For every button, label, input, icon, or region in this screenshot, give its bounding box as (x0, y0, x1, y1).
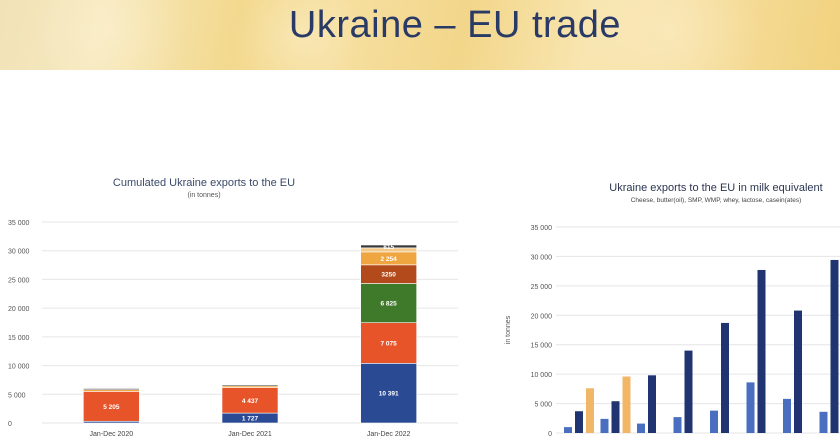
y-tick-label: 15 000 (8, 335, 30, 342)
bar (830, 259, 839, 433)
y-tick-label: 35 000 (8, 220, 30, 227)
chart-title: Ukraine exports to the EU in milk equiva… (609, 182, 822, 194)
x-tick-label: Jan-Dec 2021 (228, 431, 272, 438)
y-tick-label: 10 000 (8, 364, 30, 371)
data-label: 2 254 (381, 256, 398, 263)
y-tick-label: 0 (8, 421, 12, 428)
bar (637, 423, 645, 433)
y-tick-label: 25 000 (531, 284, 553, 291)
bar-segment (360, 283, 417, 323)
y-tick-label: 10 000 (531, 372, 553, 379)
data-label: 4 437 (242, 398, 259, 405)
data-label: 1 727 (242, 416, 259, 423)
bar (746, 382, 755, 433)
bar (648, 375, 656, 433)
data-label: 6 825 (381, 301, 398, 308)
y-tick-label: 15 000 (531, 343, 553, 350)
bar-segment (360, 363, 417, 424)
bar-segment (221, 387, 279, 414)
chart-subtitle: (in tonnes) (187, 192, 220, 199)
bar (783, 398, 791, 433)
bar-segment (83, 388, 140, 390)
bar (673, 417, 682, 433)
y-tick-label: 30 000 (8, 249, 30, 256)
data-label: 3250 (381, 272, 396, 279)
bar (622, 376, 631, 433)
data-label: 815 (383, 244, 394, 251)
bar (721, 322, 729, 433)
chart-subtitle: Cheese, butter(oil), SMP, WMP, whey, lac… (631, 197, 802, 204)
bar (600, 418, 609, 433)
header-banner: Ukraine – EU trade (0, 0, 840, 70)
y-tick-label: 20 000 (531, 313, 553, 320)
x-tick-label: Jan-Dec 2020 (90, 431, 134, 438)
bar-segment (360, 322, 417, 364)
page-title: Ukraine – EU trade (288, 4, 622, 46)
y-tick-label: 25 000 (8, 277, 30, 284)
y-tick-label: 30 000 (531, 254, 553, 261)
bar-segment (221, 384, 279, 387)
data-label: 10 391 (379, 391, 399, 398)
bar (684, 350, 693, 433)
y-axis-label: in tonnes (505, 315, 512, 344)
x-tick-label: Jan-Dec 2022 (367, 431, 411, 438)
milk-equivalent-chart: Ukraine exports to the EU in milk equiva… (505, 182, 840, 438)
chart-title: Cumulated Ukraine exports to the EU (113, 177, 295, 189)
bar (564, 427, 572, 433)
bar (794, 310, 802, 433)
bar (611, 401, 620, 433)
data-label: 7 075 (381, 341, 398, 348)
cumulated-exports-chart: Cumulated Ukraine exports to the EU (in t… (8, 177, 458, 438)
data-label: 5 205 (103, 404, 120, 411)
bar (819, 411, 828, 433)
bar (575, 411, 583, 433)
bar (586, 388, 594, 433)
y-tick-label: 35 000 (531, 225, 553, 232)
bar (710, 410, 718, 433)
y-tick-label: 20 000 (8, 306, 30, 313)
bar (757, 269, 766, 433)
y-tick-label: 5 000 (8, 392, 26, 399)
y-tick-label: 0 (548, 431, 552, 438)
bar-segment (360, 244, 417, 249)
y-tick-label: 5 000 (534, 402, 552, 409)
